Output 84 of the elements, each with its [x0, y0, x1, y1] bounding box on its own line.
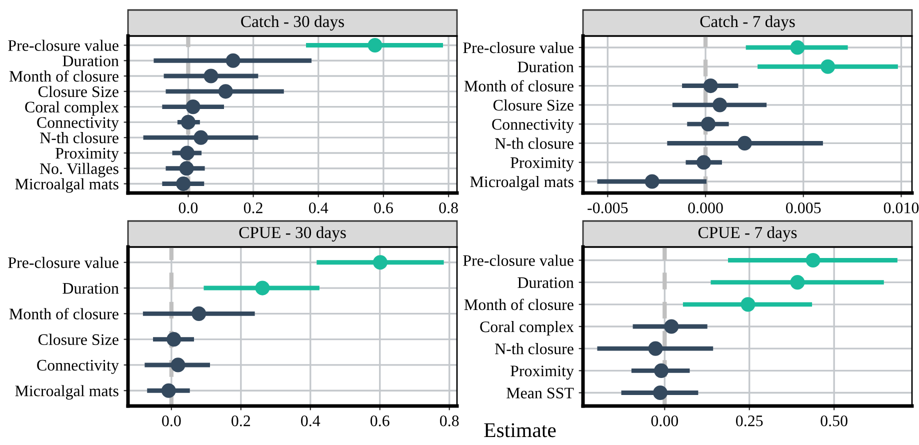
y-tick-label: Closure Size: [38, 86, 118, 98]
point: [161, 383, 176, 398]
y-tick-label: Pre-closure value: [8, 40, 118, 51]
point: [170, 358, 186, 372]
y-tick-label: Microalgal mats: [470, 176, 574, 190]
y-tick-label: Connectivity: [37, 360, 119, 374]
x-tick-label: -0.005: [588, 202, 628, 214]
y-tick-label: Month of closure: [9, 70, 118, 82]
x-tick-label: 0.00: [651, 415, 678, 426]
y-tick-label: Pre-closure value: [463, 254, 574, 266]
y-tick-label: Pre-closure value: [463, 42, 574, 54]
point: [696, 155, 712, 170]
x-axis-title: Estimate: [484, 423, 556, 438]
point: [194, 130, 208, 145]
point: [204, 68, 218, 84]
point: [700, 116, 716, 132]
point: [180, 146, 195, 160]
y-tick-label: Duration: [62, 56, 119, 66]
point: [737, 136, 752, 151]
point: [255, 280, 270, 296]
x-tick-label: 0.6: [374, 202, 393, 214]
chart-title: Catch - 7 days: [700, 15, 795, 31]
x-tick-label: 0.0: [162, 415, 181, 426]
chart-title: Catch - 30 days: [241, 15, 344, 31]
y-tick-label: Coral complex: [480, 320, 574, 336]
x-tick-label: 0.4: [301, 415, 320, 426]
y-tick-label: Closure Size: [38, 334, 118, 346]
x-tick-label: 0.000: [688, 202, 723, 214]
y-tick-label: Closure Size: [493, 99, 574, 111]
y-tick-label: Proximity: [510, 366, 574, 380]
x-tick-label: 0.25: [736, 415, 763, 426]
point: [806, 252, 820, 268]
y-tick-label: Proximity: [510, 157, 574, 172]
x-tick-label: 0.50: [820, 415, 848, 426]
y-tick-label: N-th closure: [40, 132, 118, 144]
y-tick-label: N-th closure: [495, 343, 574, 354]
x-tick-label: 0.8: [440, 415, 459, 426]
x-tick-label: 0.005: [786, 202, 821, 214]
y-tick-label: Connectivity: [492, 119, 574, 134]
y-tick-label: Mean SST: [506, 388, 574, 398]
point: [648, 341, 663, 356]
point: [226, 53, 240, 68]
y-tick-label: No. Villages: [40, 162, 118, 178]
point: [820, 59, 836, 74]
point: [790, 275, 805, 290]
y-tick-label: Duration: [62, 282, 119, 294]
point: [192, 306, 206, 321]
y-tick-label: Month of closure: [464, 80, 574, 92]
x-tick-label: 0.2: [232, 415, 250, 426]
point: [176, 176, 191, 192]
point: [218, 84, 233, 99]
x-tick-label: 0.0: [178, 202, 198, 214]
point: [372, 255, 388, 270]
y-tick-label: Microalgal mats: [15, 178, 118, 193]
y-tick-label: Coral complex: [25, 101, 119, 116]
y-tick-label: Proximity: [56, 148, 119, 162]
x-tick-label: 0.4: [308, 202, 328, 214]
point: [179, 161, 194, 176]
y-tick-label: Connectivity: [37, 117, 119, 132]
point: [712, 98, 728, 112]
x-tick-label: 0.010: [884, 202, 919, 214]
point: [166, 332, 182, 347]
point: [703, 78, 718, 94]
point: [740, 297, 756, 312]
x-tick-label: 0.6: [370, 415, 390, 426]
x-tick-label: 0.2: [244, 202, 262, 214]
y-tick-label: Duration: [518, 62, 574, 72]
point: [180, 114, 196, 130]
chart-title: CPUE - 7 days: [698, 226, 797, 242]
point: [186, 100, 200, 114]
y-tick-label: Microalgal mats: [15, 385, 118, 400]
point: [644, 174, 660, 189]
point: [790, 40, 805, 55]
x-tick-label: 0.8: [439, 202, 458, 214]
y-tick-label: Month of closure: [9, 308, 118, 320]
point: [664, 319, 679, 334]
chart-title: CPUE - 30 days: [239, 226, 346, 242]
point: [654, 363, 669, 378]
y-tick-label: Pre-closure value: [8, 256, 118, 268]
point: [368, 38, 382, 53]
y-tick-label: Duration: [518, 277, 574, 288]
y-tick-label: N-th closure: [495, 138, 574, 149]
point: [652, 385, 668, 400]
y-tick-label: Month of closure: [464, 298, 574, 310]
